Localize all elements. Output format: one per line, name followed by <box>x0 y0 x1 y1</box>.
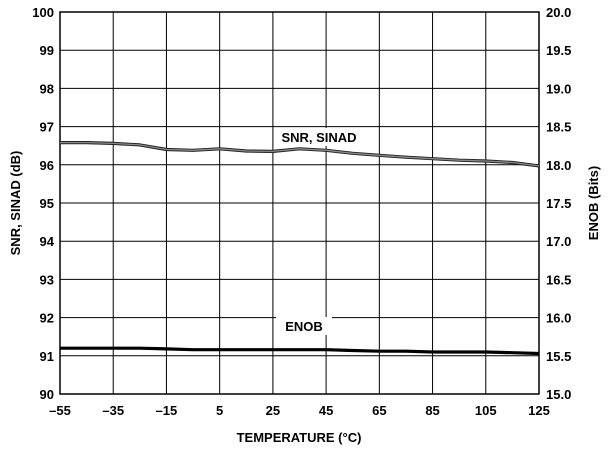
y-tick-label: 100 <box>32 5 54 20</box>
y2-tick-label: 16.0 <box>546 311 571 326</box>
x-axis-title: TEMPERATURE (°C) <box>237 430 362 445</box>
y-tick-label: 98 <box>40 81 54 96</box>
x-tick-label: –55 <box>49 403 71 418</box>
y2-tick-label: 16.5 <box>546 272 571 287</box>
y-tick-label: 97 <box>40 120 54 135</box>
y-tick-label: 96 <box>40 158 54 173</box>
y-tick-label: 94 <box>40 234 55 249</box>
snr-label-background <box>276 128 362 146</box>
y2-tick-label: 19.0 <box>546 81 571 96</box>
y2-tick-label: 18.5 <box>546 120 571 135</box>
x-tick-label: 45 <box>319 403 333 418</box>
x-tick-label: 105 <box>475 403 497 418</box>
y2-tick-label: 17.0 <box>546 234 571 249</box>
y2-tick-label: 19.5 <box>546 43 571 58</box>
grid <box>59 11 540 395</box>
snr-sinad-line-outline <box>60 141 540 168</box>
y2-tick-label: 18.0 <box>546 158 571 173</box>
plot-frame <box>59 11 540 395</box>
x-tick-label: 25 <box>266 403 280 418</box>
x-tick-label: –15 <box>156 403 178 418</box>
y-tick-label: 93 <box>40 272 54 287</box>
enob-series-label: ENOB <box>285 319 323 334</box>
y-tick-label: 95 <box>40 196 54 211</box>
y-tick-label: 91 <box>40 349 54 364</box>
y2-tick-label: 15.5 <box>546 349 571 364</box>
y-axis-title: SNR, SINAD (dB) <box>8 151 23 256</box>
x-tick-label: 125 <box>528 403 550 418</box>
x-tick-label: –35 <box>102 403 124 418</box>
y2-tick-label: 17.5 <box>546 196 571 211</box>
y-tick-label: 99 <box>40 43 54 58</box>
y2-tick-label: 15.0 <box>546 387 571 402</box>
tick-labels: –55 –35 –15 5 25 45 65 85 105 125 90 91 92 93 94 95 96 97… <box>32 5 571 418</box>
x-tick-label: 65 <box>372 403 386 418</box>
y-tick-label: 92 <box>40 311 54 326</box>
x-tick-label: 85 <box>425 403 439 418</box>
series-layer <box>60 141 540 356</box>
snr-sinad-line <box>60 141 540 167</box>
x-tick-label: 5 <box>216 403 223 418</box>
enob-label-background <box>276 317 332 335</box>
snr-sinad-series-label: SNR, SINAD <box>281 130 356 145</box>
y-tick-label: 90 <box>40 387 54 402</box>
y2-axis-title: ENOB (Bits) <box>586 166 601 240</box>
y2-tick-label: 20.0 <box>546 5 571 20</box>
enob-line <box>60 346 540 356</box>
